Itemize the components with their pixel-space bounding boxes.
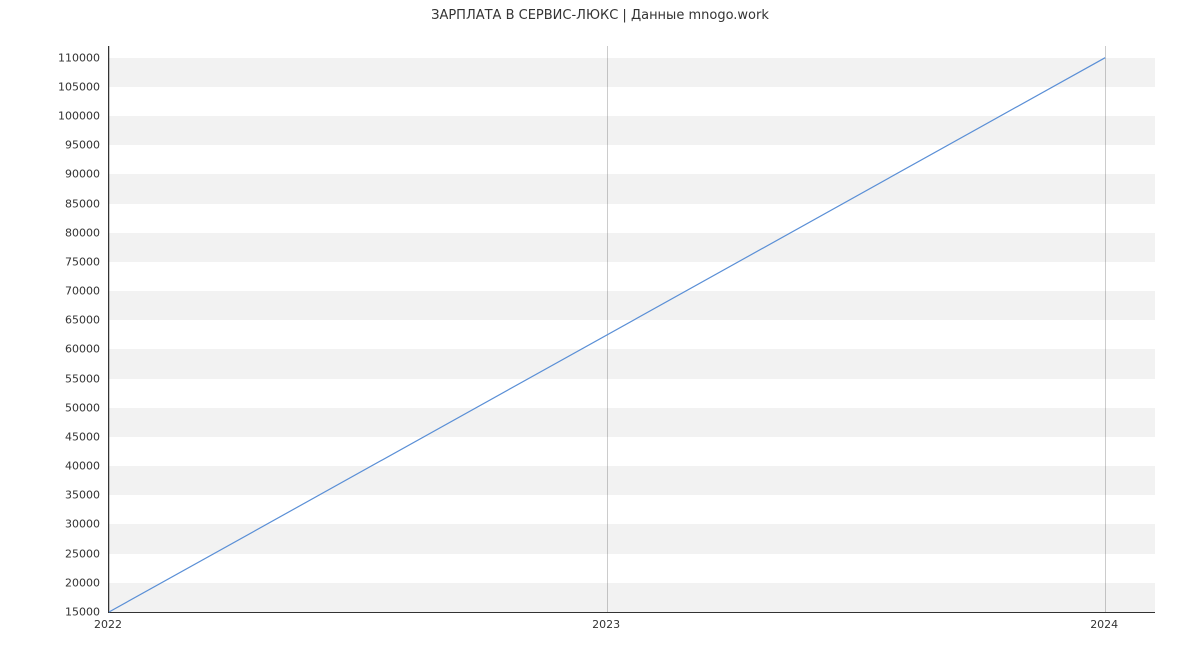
chart-title: ЗАРПЛАТА В СЕРВИС-ЛЮКС | Данные mnogo.wo… — [0, 8, 1200, 23]
y-tick-label: 110000 — [48, 51, 100, 64]
y-tick-label: 65000 — [48, 314, 100, 327]
y-tick-label: 80000 — [48, 226, 100, 239]
y-tick-label: 75000 — [48, 255, 100, 268]
y-tick-label: 30000 — [48, 518, 100, 531]
x-tick-label: 2023 — [592, 618, 620, 631]
y-tick-label: 45000 — [48, 430, 100, 443]
y-tick-label: 15000 — [48, 606, 100, 619]
y-tick-label: 60000 — [48, 343, 100, 356]
y-tick-label: 85000 — [48, 197, 100, 210]
salary-line — [109, 46, 1155, 612]
x-tick-label: 2022 — [94, 618, 122, 631]
y-tick-label: 100000 — [48, 110, 100, 123]
y-tick-label: 50000 — [48, 401, 100, 414]
plot-area — [108, 46, 1155, 613]
y-tick-label: 25000 — [48, 547, 100, 560]
y-tick-label: 70000 — [48, 285, 100, 298]
y-tick-label: 40000 — [48, 460, 100, 473]
y-tick-label: 35000 — [48, 489, 100, 502]
y-tick-label: 55000 — [48, 372, 100, 385]
y-tick-label: 95000 — [48, 139, 100, 152]
y-tick-label: 90000 — [48, 168, 100, 181]
y-tick-label: 20000 — [48, 576, 100, 589]
x-tick-label: 2024 — [1090, 618, 1118, 631]
y-tick-label: 105000 — [48, 80, 100, 93]
